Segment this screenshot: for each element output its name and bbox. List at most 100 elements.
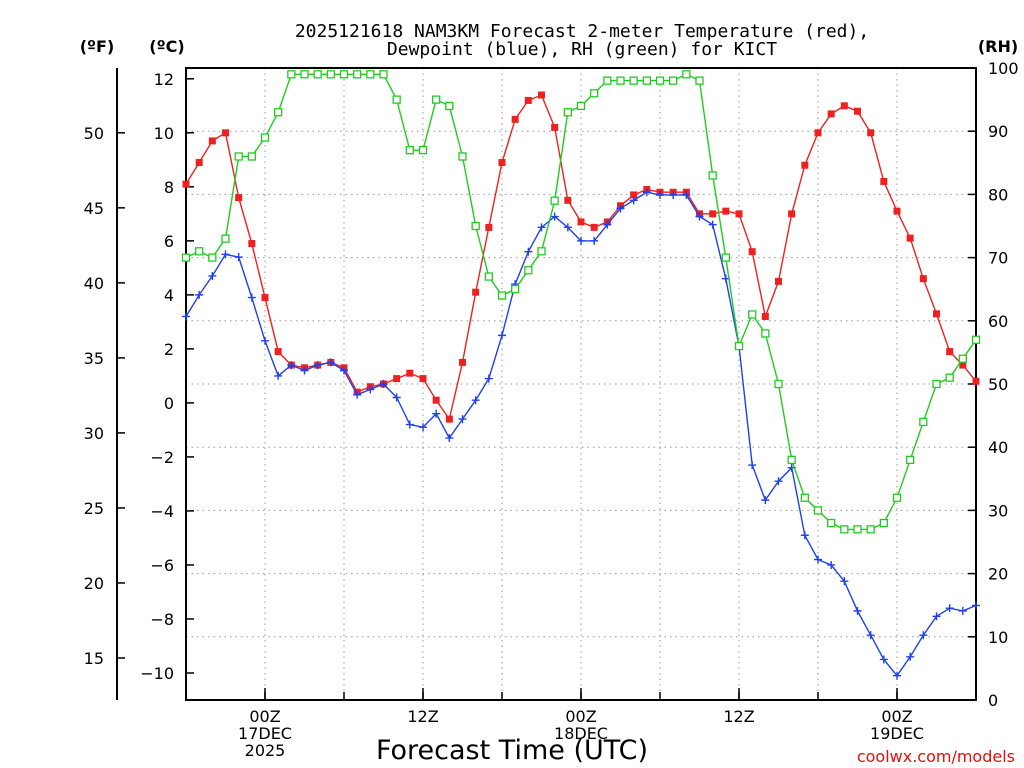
temperature-point (867, 129, 875, 137)
temperature-point (814, 129, 822, 137)
rh-tick-label: 30 (988, 501, 1008, 520)
temperature-point (406, 369, 414, 377)
rh-point (471, 221, 480, 231)
dewpoint-point (221, 250, 230, 259)
dewpoint-point (208, 271, 217, 280)
dewpoint-point (893, 671, 901, 680)
rh-point (300, 70, 309, 79)
rh-point (906, 455, 915, 464)
temperature-point (919, 275, 927, 283)
rh-point (247, 152, 256, 161)
rh-point (840, 525, 849, 534)
rh-point (524, 266, 533, 275)
rh-point (695, 76, 704, 85)
dewpoint-point (234, 253, 243, 262)
celsius-tick-label: 2 (164, 340, 174, 359)
x-tick-label: 19DEC (870, 724, 924, 743)
rh-point (497, 291, 507, 300)
dewpoint-point (247, 293, 256, 302)
celsius-tick-label: −8 (150, 610, 174, 629)
dewpoint-point (590, 236, 599, 245)
rh-point (827, 518, 836, 528)
rh-point (721, 253, 730, 262)
x-axis-label: Forecast Time (UTC) (376, 735, 648, 766)
dewpoint-point (458, 415, 467, 424)
x-tick-label: 00Z (249, 707, 280, 726)
rh-point (642, 76, 651, 85)
temperature-point (222, 129, 229, 137)
x-tick-label: 12Z (723, 707, 754, 726)
temperature-point (893, 207, 901, 215)
temperature-point (274, 348, 282, 356)
chart-subtitle: Dewpoint (blue), RH (green) for KICT (387, 39, 777, 60)
celsius-tick-label: −10 (140, 664, 174, 683)
dewpoint-point (682, 190, 691, 199)
rh-point (550, 196, 559, 205)
dewpoint-point (748, 461, 757, 470)
temperature-point (775, 277, 782, 285)
rh-point (260, 133, 270, 142)
celsius-tick-label: 8 (164, 178, 174, 197)
celsius-tick-label: 6 (164, 232, 174, 251)
dewpoint-point (879, 655, 888, 664)
rh-point (774, 379, 783, 389)
rh-point (932, 379, 941, 389)
fahrenheit-axis-label: (ºF) (80, 37, 115, 56)
rh-tick-label: 40 (988, 438, 1008, 457)
dewpoint-line (185, 191, 977, 677)
dewpoint-point (340, 366, 348, 375)
series-temperature (182, 91, 980, 423)
dewpoint-point (642, 188, 651, 197)
temperature-point (551, 123, 559, 131)
temperature-point (906, 234, 914, 242)
dewpoint-point (945, 604, 954, 613)
rh-point (353, 70, 362, 79)
dewpoint-point (840, 577, 849, 586)
series-layer (181, 70, 981, 680)
tick-labels: 1520253035404550−10−8−6−4−20246810120102… (84, 59, 1019, 760)
rh-point (313, 70, 322, 79)
temperature-point (722, 207, 730, 215)
temperature-point (248, 240, 256, 248)
rh-point (590, 89, 599, 98)
fahrenheit-tick-label: 30 (84, 424, 104, 443)
rh-point (208, 253, 217, 262)
fahrenheit-tick-label: 35 (84, 349, 104, 368)
dewpoint-point (814, 555, 822, 564)
rh-point (853, 525, 862, 534)
rh-point (813, 506, 823, 515)
dewpoint-point (392, 393, 401, 402)
rh-point (405, 146, 414, 155)
dewpoint-point (708, 220, 717, 229)
dewpoint-point (906, 652, 915, 661)
temperature-point (630, 191, 638, 199)
x-tick-label: 00Z (565, 707, 596, 726)
rh-point (971, 335, 981, 344)
rh-point (418, 146, 428, 155)
rh-tick-label: 100 (988, 59, 1019, 78)
rh-point (734, 341, 744, 351)
dewpoint-point (379, 380, 388, 388)
temperature-point (419, 375, 427, 383)
fahrenheit-tick-label: 25 (84, 499, 104, 518)
dewpoint-point (353, 390, 362, 399)
temperature-point (735, 210, 743, 218)
dewpoint-point (774, 477, 783, 486)
rh-point (392, 95, 401, 104)
temperature-point (748, 248, 756, 256)
rh-point (511, 285, 520, 294)
series-dewpoint (182, 188, 980, 680)
dewpoint-point (958, 606, 967, 615)
rh-axis-label: (RH) (978, 37, 1018, 56)
rh-point (669, 76, 678, 85)
rh-point (682, 70, 691, 79)
dewpoint-point (827, 560, 836, 569)
rh-point (563, 108, 572, 117)
temperature-point (577, 218, 585, 226)
rh-line (185, 73, 977, 531)
dewpoint-point (972, 601, 980, 610)
temperature-point (880, 177, 888, 185)
dewpoint-point (313, 361, 322, 370)
dewpoint-point (498, 331, 506, 340)
dewpoint-point (603, 220, 612, 229)
